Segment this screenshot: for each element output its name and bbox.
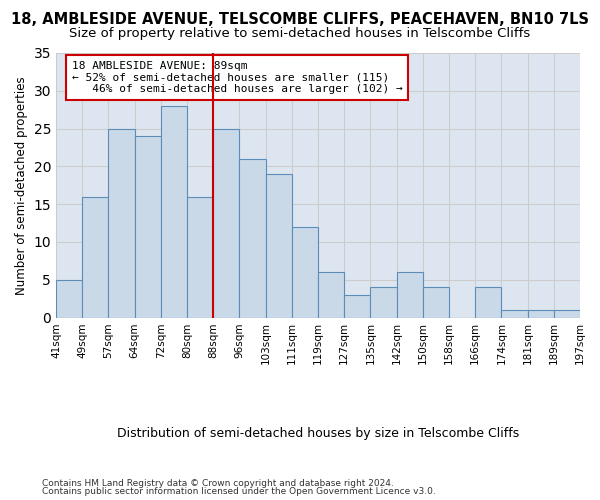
Y-axis label: Number of semi-detached properties: Number of semi-detached properties	[15, 76, 28, 294]
Bar	[502, 310, 527, 318]
Bar	[56, 280, 82, 318]
Text: Contains HM Land Registry data © Crown copyright and database right 2024.: Contains HM Land Registry data © Crown c…	[42, 478, 394, 488]
Bar	[370, 288, 397, 318]
Bar	[109, 128, 134, 318]
Text: Contains public sector information licensed under the Open Government Licence v3: Contains public sector information licen…	[42, 487, 436, 496]
Bar	[82, 196, 109, 318]
Bar	[239, 159, 266, 318]
Text: Size of property relative to semi-detached houses in Telscombe Cliffs: Size of property relative to semi-detach…	[70, 28, 530, 40]
Bar	[423, 288, 449, 318]
Bar	[266, 174, 292, 318]
Bar	[213, 128, 239, 318]
Bar	[187, 196, 213, 318]
Text: 18, AMBLESIDE AVENUE, TELSCOMBE CLIFFS, PEACEHAVEN, BN10 7LS: 18, AMBLESIDE AVENUE, TELSCOMBE CLIFFS, …	[11, 12, 589, 28]
Bar	[344, 295, 370, 318]
Bar	[554, 310, 580, 318]
Bar	[397, 272, 423, 318]
X-axis label: Distribution of semi-detached houses by size in Telscombe Cliffs: Distribution of semi-detached houses by …	[117, 427, 519, 440]
Bar	[161, 106, 187, 318]
Text: 18 AMBLESIDE AVENUE: 89sqm
← 52% of semi-detached houses are smaller (115)
   46: 18 AMBLESIDE AVENUE: 89sqm ← 52% of semi…	[72, 61, 403, 94]
Bar	[134, 136, 161, 318]
Bar	[292, 227, 318, 318]
Bar	[527, 310, 554, 318]
Bar	[475, 288, 502, 318]
Bar	[318, 272, 344, 318]
